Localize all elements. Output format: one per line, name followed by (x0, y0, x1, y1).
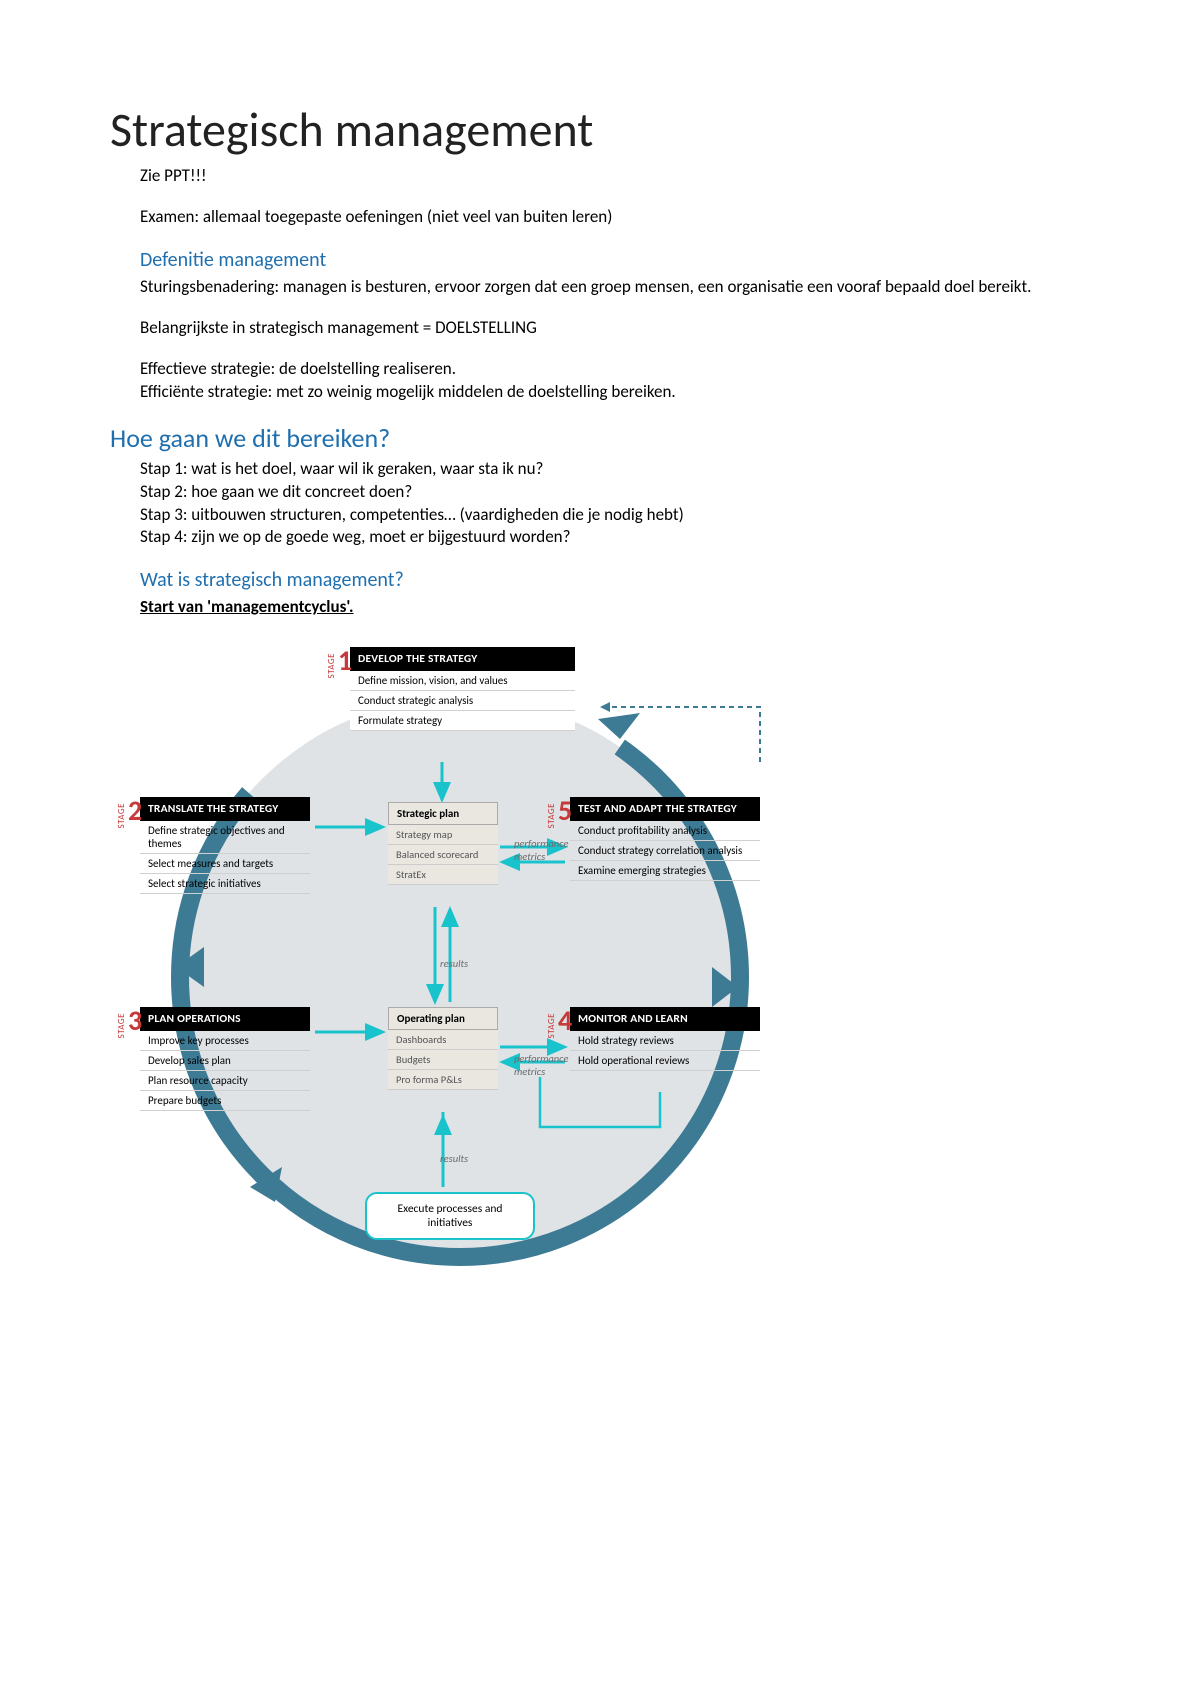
stage-header-2: TRANSLATE THE STRATEGY (140, 797, 310, 821)
def-p1: Sturingsbenadering: managen is besturen,… (140, 276, 1090, 299)
stage-box-4: STAGE4MONITOR AND LEARNHold strategy rev… (570, 1007, 760, 1071)
stage-header-5: TEST AND ADAPT THE STRATEGY (570, 797, 760, 821)
step-3: Stap 3: uitbouwen structuren, competenti… (140, 504, 1090, 527)
stage-item: Improve key processes (140, 1031, 310, 1051)
stage-item: Hold operational reviews (570, 1051, 760, 1071)
stage-label-4: STAGE4 (546, 1003, 572, 1038)
stage-item: Hold strategy reviews (570, 1031, 760, 1051)
step-1: Stap 1: wat is het doel, waar wil ik ger… (140, 458, 1090, 481)
center-box-1: Operating planDashboardsBudgetsPro forma… (388, 1007, 498, 1090)
center-box-row: Pro forma P&Ls (388, 1070, 498, 1090)
diagram-label: results (440, 1152, 468, 1165)
center-box-row: Balanced scorecard (388, 845, 498, 865)
heading-defenitie: Defenitie management (140, 247, 1090, 274)
heading-wat: Wat is strategisch management? (140, 567, 1090, 594)
diagram-label: results (440, 957, 468, 970)
stage-item: Develop sales plan (140, 1051, 310, 1071)
stage-box-3: STAGE3PLAN OPERATIONSImprove key process… (140, 1007, 310, 1111)
stage-item: Select strategic initiatives (140, 874, 310, 894)
execute-box: Execute processes and initiatives (365, 1192, 535, 1240)
center-box-row: Strategy map (388, 825, 498, 845)
center-box-row: StratEx (388, 865, 498, 885)
wat-sub: Start van 'managementcyclus'. (140, 596, 1090, 619)
center-box-head: Strategic plan (388, 802, 498, 825)
step-2: Stap 2: hoe gaan we dit concreet doen? (140, 481, 1090, 504)
stage-box-2: STAGE2TRANSLATE THE STRATEGYDefine strat… (140, 797, 310, 894)
stage-item: Select measures and targets (140, 854, 310, 874)
stage-item: Conduct profitability analysis (570, 821, 760, 841)
center-box-row: Dashboards (388, 1030, 498, 1050)
stage-item: Examine emerging strategies (570, 861, 760, 881)
def-p4: Efficiënte strategie: met zo weinig moge… (140, 381, 1090, 404)
center-box-head: Operating plan (388, 1007, 498, 1030)
stage-item: Plan resource capacity (140, 1071, 310, 1091)
stage-header-3: PLAN OPERATIONS (140, 1007, 310, 1031)
heading-hoe: Hoe gaan we dit bereiken? (110, 422, 1090, 454)
diagram-svg (140, 647, 820, 1287)
diagram-label: performance metrics (514, 837, 594, 863)
step-4: Stap 4: zijn we op de goede weg, moet er… (140, 526, 1090, 549)
def-p3: Effectieve strategie: de doelstelling re… (140, 358, 1090, 381)
stage-box-1: STAGE1DEVELOP THE STRATEGYDefine mission… (350, 647, 575, 731)
examen-text: Examen: allemaal toegepaste oefeningen (… (140, 206, 1090, 229)
stage-label-1: STAGE1 (326, 643, 352, 678)
management-cycle-diagram: STAGE1DEVELOP THE STRATEGYDefine mission… (140, 647, 820, 1287)
stage-header-1: DEVELOP THE STRATEGY (350, 647, 575, 671)
subtitle: Zie PPT!!! (140, 165, 1090, 188)
def-p2: Belangrijkste in strategisch management … (140, 317, 1090, 340)
diagram-label: performance metrics (514, 1052, 594, 1078)
stage-box-5: STAGE5TEST AND ADAPT THE STRATEGYConduct… (570, 797, 760, 881)
center-box-0: Strategic planStrategy mapBalanced score… (388, 802, 498, 885)
stage-item: Prepare budgets (140, 1091, 310, 1111)
page-title: Strategisch management (110, 100, 1090, 159)
stage-label-2: STAGE2 (116, 793, 142, 828)
stage-item: Define strategic objectives and themes (140, 821, 310, 854)
stage-item: Conduct strategy correlation analysis (570, 841, 760, 861)
stage-label-5: STAGE5 (546, 793, 572, 828)
stage-item: Conduct strategic analysis (350, 691, 575, 711)
stage-header-4: MONITOR AND LEARN (570, 1007, 760, 1031)
center-box-row: Budgets (388, 1050, 498, 1070)
stage-item: Formulate strategy (350, 711, 575, 731)
stage-label-3: STAGE3 (116, 1003, 142, 1038)
stage-item: Define mission, vision, and values (350, 671, 575, 691)
